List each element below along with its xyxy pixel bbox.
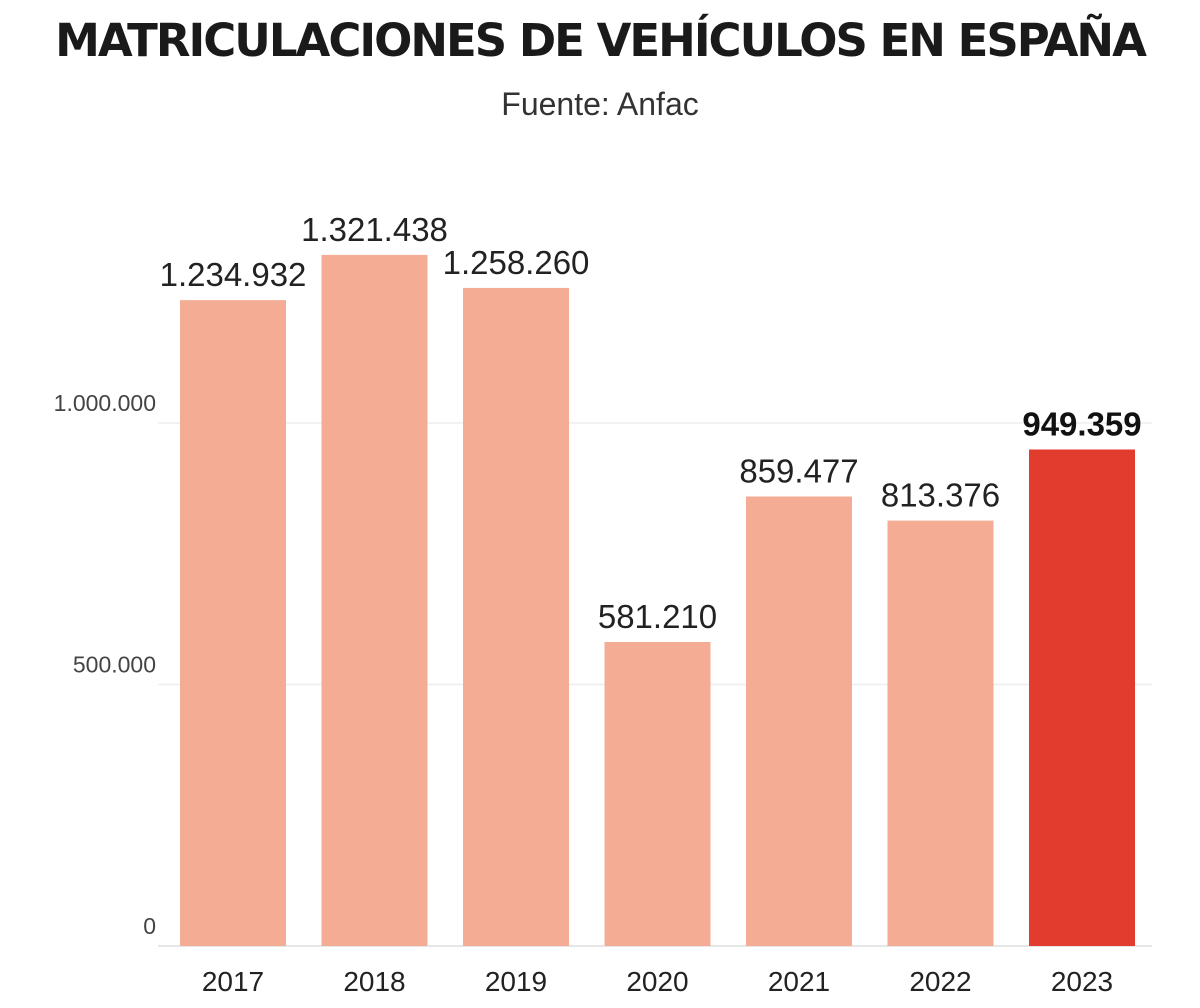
bar-2017 bbox=[180, 300, 286, 946]
bar-2019 bbox=[463, 287, 569, 946]
x-tick-label-2021: 2021 bbox=[768, 966, 830, 997]
x-tick-label-2020: 2020 bbox=[626, 966, 688, 997]
x-tick-label-2018: 2018 bbox=[343, 966, 405, 997]
y-tick-label: 500.000 bbox=[73, 652, 156, 678]
x-tick-label-2022: 2022 bbox=[909, 966, 971, 997]
x-tick-label-2023: 2023 bbox=[1051, 966, 1113, 997]
chart-title: MATRICULACIONES DE VEHÍCULOS EN ESPAÑA bbox=[55, 14, 1147, 67]
data-label-2018: 1.321.438 bbox=[301, 211, 448, 248]
bar-2022 bbox=[887, 520, 994, 946]
data-label-2022: 813.376 bbox=[881, 477, 1000, 514]
bar-2020 bbox=[604, 642, 711, 946]
chart-subtitle: Fuente: Anfac bbox=[501, 86, 699, 122]
data-label-2017: 1.234.932 bbox=[160, 256, 307, 293]
x-tick-label-2017: 2017 bbox=[202, 966, 264, 997]
data-label-2019: 1.258.260 bbox=[443, 244, 590, 281]
bar-2018 bbox=[321, 254, 428, 946]
y-tick-label: 1.000.000 bbox=[54, 390, 156, 416]
y-tick-label: 0 bbox=[143, 913, 156, 939]
data-label-2020: 581.210 bbox=[598, 598, 717, 635]
bar-2023 bbox=[1029, 449, 1135, 946]
data-label-2021: 859.477 bbox=[739, 452, 858, 489]
x-tick-label-2019: 2019 bbox=[485, 966, 547, 997]
data-label-2023: 949.359 bbox=[1022, 405, 1141, 442]
bar-2021 bbox=[746, 496, 852, 946]
